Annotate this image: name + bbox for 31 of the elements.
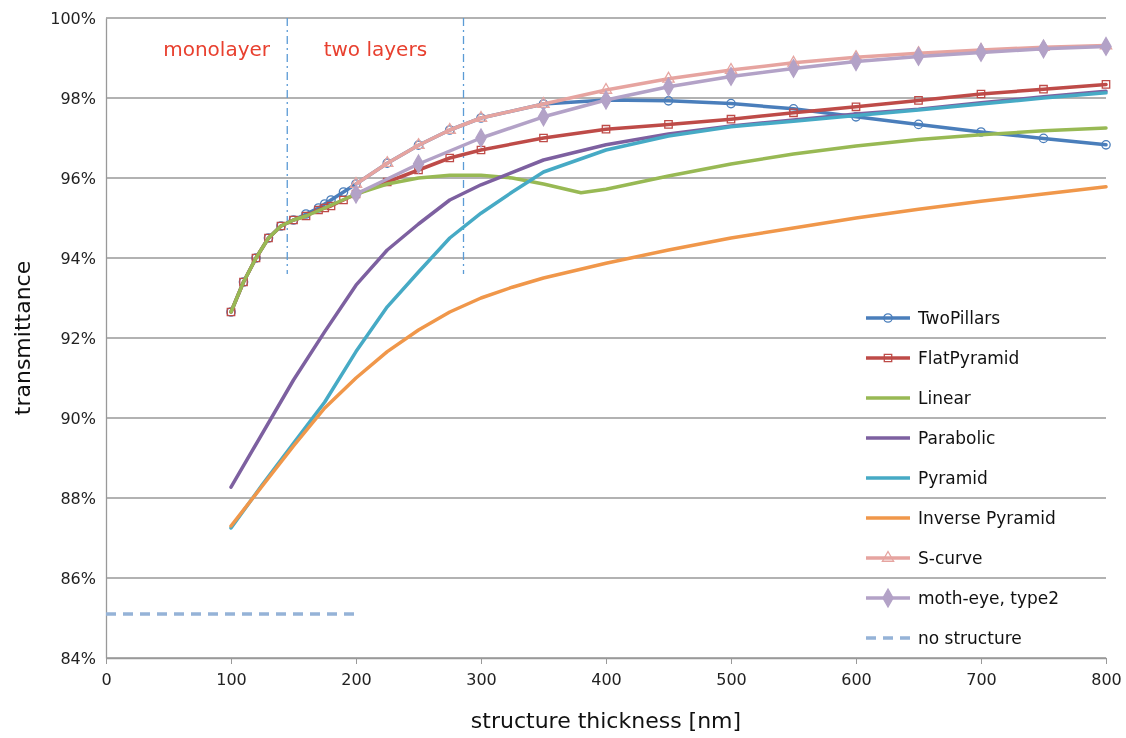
legend-label: Parabolic: [918, 427, 996, 448]
legend-label: S-curve: [918, 547, 983, 568]
legend-label: FlatPyramid: [918, 347, 1020, 368]
x-tick-label: 100: [216, 669, 247, 689]
x-tick-label: 800: [1091, 669, 1122, 689]
annotation: two layers: [323, 37, 428, 61]
legend-label: no structure: [918, 627, 1022, 648]
y-tick-label: 100%: [50, 8, 96, 28]
legend-label: moth-eye, type2: [918, 587, 1060, 608]
x-tick-label: 200: [341, 669, 372, 689]
x-axis-title: structure thickness [nm]: [470, 708, 742, 733]
y-tick-label: 98%: [60, 88, 96, 108]
legend-label: Pyramid: [918, 467, 988, 488]
x-tick-label: 400: [591, 669, 622, 689]
y-tick-label: 94%: [60, 248, 96, 268]
y-tick-label: 88%: [60, 488, 96, 508]
y-tick-label: 92%: [60, 328, 96, 348]
y-tick-label: 96%: [60, 168, 96, 188]
x-tick-label: 500: [716, 669, 747, 689]
legend-label: TwoPillars: [917, 307, 1001, 328]
y-axis-title: transmittance: [10, 260, 35, 416]
x-tick-label: 700: [966, 669, 997, 689]
x-tick-label: 300: [466, 669, 497, 689]
x-tick-label: 600: [841, 669, 872, 689]
legend-label: Inverse Pyramid: [918, 507, 1056, 528]
y-tick-label: 90%: [60, 408, 96, 428]
x-tick-label: 0: [101, 669, 112, 689]
y-tick-label: 84%: [60, 648, 96, 668]
annotation: monolayer: [163, 37, 271, 61]
legend-label: Linear: [918, 387, 971, 408]
y-tick-label: 86%: [60, 568, 96, 588]
